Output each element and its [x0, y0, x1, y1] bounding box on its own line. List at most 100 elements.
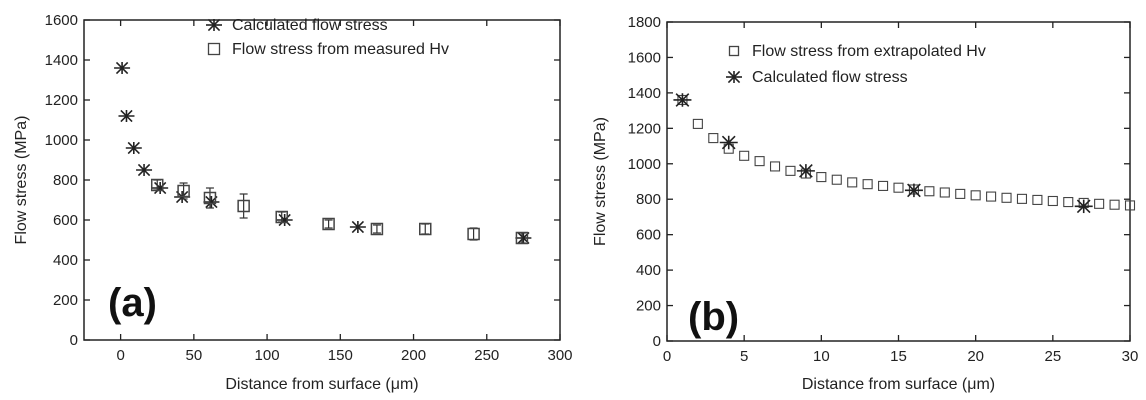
legend-entry: Flow stress from extrapolated Hv [728, 43, 986, 60]
y-axis-title: Flow stress (MPa) [592, 117, 609, 246]
asterisk-point [136, 163, 153, 177]
square-point [370, 222, 384, 236]
x-tick-label: 250 [474, 347, 499, 364]
square-point [1047, 195, 1058, 207]
y-tick-label: 200 [636, 298, 661, 315]
x-tick-label: 0 [663, 348, 671, 365]
square-point [1001, 192, 1012, 203]
asterisk-point [203, 195, 220, 209]
x-axis-title: Distance from surface (μm) [802, 376, 995, 393]
x-tick-label: 200 [401, 347, 426, 364]
y-tick-label: 600 [636, 227, 661, 244]
square-point [739, 150, 750, 161]
square-point [322, 217, 335, 231]
chart-panel-b: 0 5 10 15 20 25 30 0 200 400 600 800 1000 1200 1400 160… [592, 14, 1138, 393]
square-point [831, 174, 842, 185]
y-tick-label: 200 [53, 292, 78, 309]
x-tick-label: 5 [740, 348, 748, 365]
x-tick-label: 50 [186, 347, 203, 364]
y-tick-label: 1600 [628, 49, 661, 66]
square-point [275, 210, 288, 224]
panel-label: (a) [108, 281, 157, 325]
square-point [924, 186, 935, 197]
legend-label: Flow stress from measured Hv [232, 41, 449, 58]
x-tick-label: 25 [1044, 348, 1061, 365]
legend-asterisk-icon [726, 70, 742, 84]
square-point [893, 182, 904, 193]
asterisk-point [125, 141, 142, 155]
y-tick-label: 1000 [45, 132, 78, 149]
legend-entry: Calculated flow stress [206, 17, 388, 34]
legend-label: Flow stress from extrapolated Hv [752, 43, 986, 60]
asterisk-point [118, 109, 135, 123]
square-point [692, 118, 703, 129]
x-axis-title: Distance from surface (μm) [225, 376, 418, 393]
y-tick-label: 1600 [45, 12, 78, 29]
chart-panel-a: 0 50 100 150 200 250 300 0 200 400 600 800 1000 1200 1… [13, 12, 573, 393]
square-point [467, 227, 480, 241]
legend-entry: Flow stress from measured Hv [207, 41, 449, 58]
y-tick-label: 800 [53, 172, 78, 189]
y-tick-label: 1000 [628, 156, 661, 173]
square-point [177, 184, 190, 198]
x-tick-label: 20 [967, 348, 984, 365]
legend-label: Calculated flow stress [752, 69, 908, 86]
square-point [1032, 194, 1043, 205]
asterisk-point [276, 213, 293, 227]
asterisk-point [1074, 199, 1093, 214]
legend-entry: Calculated flow stress [726, 69, 908, 86]
y-tick-label: 0 [70, 332, 78, 349]
asterisk-point [349, 220, 366, 234]
square-point [955, 188, 966, 199]
series-flow-stress-from-extrapolated-hv [677, 94, 1136, 211]
asterisk-point [904, 183, 923, 198]
series-calculated-flow-stress [673, 93, 1093, 214]
x-tick-label: 15 [890, 348, 907, 365]
y-tick-label: 1400 [628, 85, 661, 102]
x-tick-label: 0 [116, 347, 124, 364]
square-point [986, 191, 997, 202]
x-tick-label: 100 [255, 347, 280, 364]
square-point [816, 172, 827, 183]
square-point [237, 199, 250, 213]
square-point [1109, 199, 1120, 210]
square-point [1063, 197, 1074, 208]
x-tick-label: 300 [547, 347, 572, 364]
y-tick-label: 1200 [628, 120, 661, 137]
square-point [878, 180, 889, 191]
asterisk-point [719, 135, 738, 150]
y-tick-label: 800 [636, 191, 661, 208]
legend-square-icon [728, 45, 740, 57]
square-point [203, 191, 217, 205]
x-tick-label: 30 [1122, 348, 1139, 365]
y-axis-title: Flow stress (MPa) [13, 116, 30, 245]
y-tick-label: 1400 [45, 52, 78, 69]
y-tick-label: 1200 [45, 92, 78, 109]
square-point [1124, 200, 1136, 211]
panel-label: (b) [688, 295, 739, 339]
asterisk-point [673, 93, 692, 107]
square-point [1016, 193, 1028, 204]
x-tick-label: 150 [328, 347, 353, 364]
y-tick-label: 600 [53, 212, 78, 229]
square-point [708, 133, 719, 144]
asterisk-point [152, 181, 169, 195]
legend-square-icon [207, 42, 221, 56]
square-point [939, 187, 950, 198]
legend-asterisk-icon [206, 18, 222, 32]
square-point [970, 190, 981, 201]
square-point [1094, 198, 1105, 209]
asterisk-point [796, 164, 815, 178]
square-point [785, 165, 796, 176]
y-tick-label: 400 [636, 262, 661, 279]
square-point [769, 161, 781, 172]
square-point [515, 231, 529, 245]
square-point [862, 179, 873, 190]
y-tick-label: 400 [53, 252, 78, 269]
series-calculated-flow-stress [114, 61, 532, 245]
y-tick-label: 1800 [628, 14, 661, 31]
y-tick-label: 0 [653, 333, 661, 350]
asterisk-point [114, 61, 131, 75]
square-point [754, 156, 765, 167]
